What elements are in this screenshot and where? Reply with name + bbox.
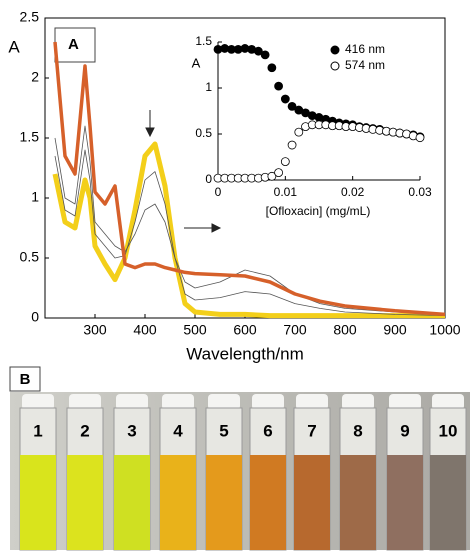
point xyxy=(287,102,297,111)
point xyxy=(287,140,297,150)
point xyxy=(280,157,290,167)
point xyxy=(267,63,277,73)
vial-liquid xyxy=(430,455,466,550)
vial-liquid xyxy=(250,455,286,550)
legend-marker xyxy=(330,61,340,71)
vial-liquid xyxy=(20,455,56,550)
vial-cap xyxy=(342,394,374,410)
y-tick-label: 0.5 xyxy=(20,249,40,265)
vial-label: 7 xyxy=(307,421,316,440)
vial-label: 9 xyxy=(400,421,409,440)
point xyxy=(280,94,290,104)
spectrum-line xyxy=(52,141,445,319)
x-tick-label: 800 xyxy=(333,322,357,338)
vial-liquid xyxy=(206,455,242,550)
vial-liquid xyxy=(160,455,196,550)
vial-label: 2 xyxy=(80,421,89,440)
y-tick-label: 0.5 xyxy=(195,126,212,140)
vial-label: 3 xyxy=(127,421,136,440)
panel-label-box xyxy=(54,27,96,63)
y-tick-label: 2 xyxy=(31,69,39,85)
x-label: Wavelength/nm xyxy=(186,344,303,363)
x-tick-label: 0 xyxy=(215,185,222,199)
vial-liquid xyxy=(114,455,150,550)
vial-liquid xyxy=(294,455,330,550)
vial-cap xyxy=(252,394,284,410)
x-tick-label: 0.03 xyxy=(408,185,432,199)
y-tick-label: 0 xyxy=(205,172,212,186)
legend-label: 416 nm xyxy=(345,42,385,56)
x-tick-label: 0.02 xyxy=(341,185,365,199)
y-tick-label: 1.5 xyxy=(20,129,40,145)
panel-label-box xyxy=(9,366,41,392)
point xyxy=(267,171,277,181)
vial-label: 4 xyxy=(173,421,183,440)
y-tick-label: 1 xyxy=(205,80,212,94)
inset-y-label: A xyxy=(192,55,201,70)
vial-cap xyxy=(69,394,101,410)
inset-x-label: [Ofloxacin] (mg/mL) xyxy=(266,204,371,218)
x-tick-label: 0.01 xyxy=(274,185,298,199)
vial-liquid xyxy=(67,455,103,550)
panel-label: A xyxy=(68,36,79,53)
point xyxy=(294,127,304,137)
y-label: A xyxy=(8,37,20,56)
vial-cap xyxy=(389,394,421,410)
x-tick-label: 600 xyxy=(233,322,257,338)
y-tick-label: 1.5 xyxy=(195,34,212,48)
x-tick-label: 500 xyxy=(183,322,207,338)
x-tick-label: 1000 xyxy=(429,322,460,338)
x-tick-label: 400 xyxy=(133,322,157,338)
vial-cap xyxy=(162,394,194,410)
legend-marker xyxy=(330,45,340,55)
vial-label: 10 xyxy=(439,421,458,440)
point xyxy=(260,50,270,60)
x-tick-label: 700 xyxy=(283,322,307,338)
point xyxy=(415,133,425,143)
vial-label: 5 xyxy=(219,421,228,440)
y-tick-label: 0 xyxy=(31,309,39,325)
point xyxy=(274,81,284,91)
vial-label: 8 xyxy=(353,421,362,440)
vial-liquid xyxy=(387,455,423,550)
vial-liquid xyxy=(340,455,376,550)
point xyxy=(274,168,284,178)
vial-cap xyxy=(22,394,54,410)
legend-label: 574 nm xyxy=(345,58,385,72)
vial-label: 1 xyxy=(33,421,42,440)
vial-cap xyxy=(208,394,240,410)
point xyxy=(253,46,263,56)
panel-label: B xyxy=(20,371,31,388)
spectrum-line xyxy=(54,125,446,315)
x-tick-label: 300 xyxy=(83,322,107,338)
y-tick-label: 1 xyxy=(31,189,39,205)
vial-cap xyxy=(432,394,464,410)
y-tick-label: 2.5 xyxy=(20,9,40,25)
x-tick-label: 900 xyxy=(383,322,407,338)
vial-cap xyxy=(296,394,328,410)
vial-cap xyxy=(116,394,148,410)
vial-label: 6 xyxy=(263,421,272,440)
spectrum-line xyxy=(54,149,446,316)
spectrum-line xyxy=(53,41,446,317)
arrows xyxy=(145,110,222,233)
